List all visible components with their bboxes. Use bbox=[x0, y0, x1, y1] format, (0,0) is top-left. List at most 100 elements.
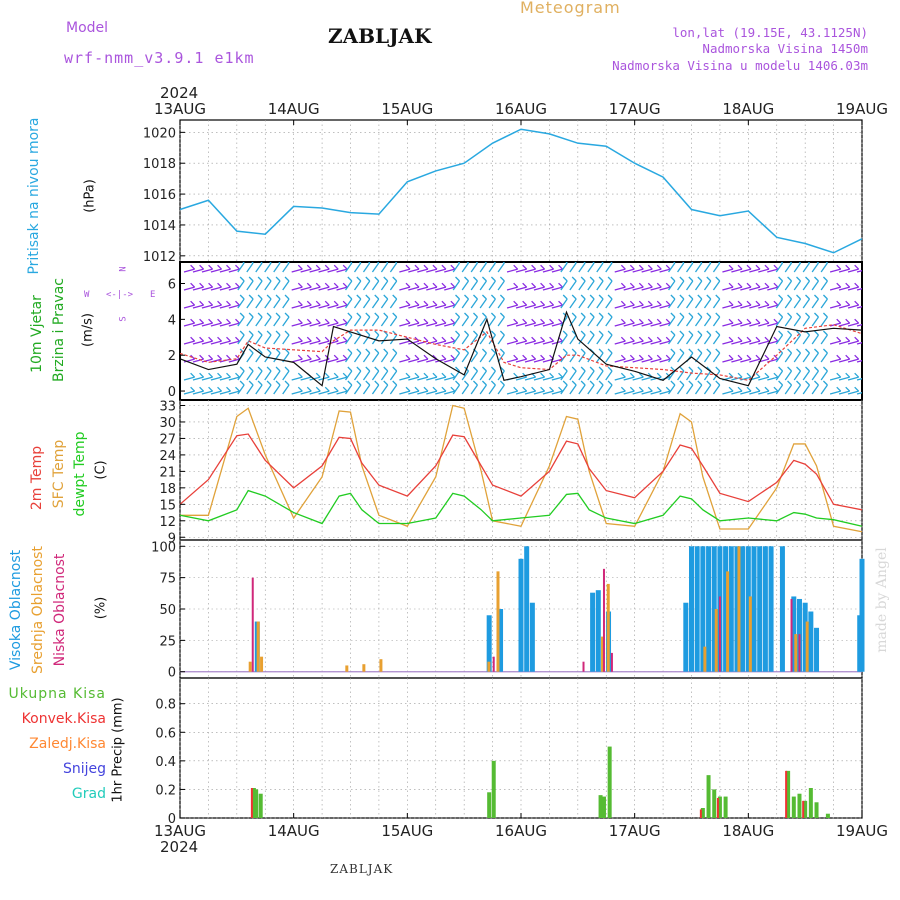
wind-barb bbox=[767, 286, 779, 291]
cloud-bar bbox=[248, 661, 252, 672]
cloud-bar bbox=[728, 546, 734, 672]
wind-barb bbox=[758, 390, 770, 395]
wind-barb bbox=[470, 298, 478, 309]
wind-barb-flag bbox=[755, 386, 761, 392]
wind-barb bbox=[210, 376, 222, 381]
wind-barb-flag bbox=[248, 380, 254, 386]
wind-barb-flag bbox=[333, 372, 339, 378]
wind-barb-flag bbox=[266, 312, 272, 318]
wind-barb bbox=[408, 286, 420, 291]
cloud-bar bbox=[345, 665, 349, 672]
wind-barb bbox=[596, 334, 604, 345]
wind-barb bbox=[255, 334, 263, 345]
wind-barb bbox=[659, 358, 671, 363]
wind-barb-flag bbox=[190, 300, 196, 306]
wind-barb-flag bbox=[778, 366, 784, 372]
wind-barb bbox=[578, 334, 586, 345]
precip-legend-total: Ukupna Kisa bbox=[8, 686, 106, 702]
wind-barb bbox=[201, 322, 213, 327]
model-elevation-text: Nadmorska Visina u modelu 1406.03m bbox=[612, 58, 868, 73]
wind-barb-flag bbox=[629, 354, 635, 360]
wind-barb-flag bbox=[297, 354, 303, 360]
wind-barb-flag bbox=[638, 318, 644, 324]
wind-barb bbox=[362, 384, 371, 395]
wind-barb bbox=[802, 370, 811, 381]
wind-barb-flag bbox=[405, 354, 411, 360]
wind-barb bbox=[641, 376, 653, 381]
wind-barb-flag bbox=[706, 312, 712, 318]
wind-barb-flag bbox=[217, 386, 223, 392]
wind-barb-flag bbox=[414, 300, 420, 306]
wind-barb-flag bbox=[540, 264, 546, 270]
cloud-bar bbox=[779, 546, 785, 672]
wind-barb-flag bbox=[715, 366, 721, 372]
wind-barb bbox=[614, 358, 626, 363]
wind-barb bbox=[336, 268, 348, 273]
wind-barb bbox=[632, 322, 644, 327]
wind-barb-flag bbox=[620, 300, 626, 306]
wind-barb bbox=[408, 268, 420, 273]
wind-barb bbox=[632, 390, 644, 395]
wind-barb bbox=[533, 390, 545, 395]
wind-barb bbox=[246, 334, 254, 345]
wind-barb bbox=[497, 370, 505, 381]
wind-barb-flag bbox=[773, 372, 779, 378]
wind-barb-flag bbox=[499, 312, 505, 318]
wind-barb-flag bbox=[315, 282, 321, 288]
wind-barb-flag bbox=[275, 330, 281, 336]
wind-barb-flag bbox=[805, 380, 810, 386]
wind-barb-flag bbox=[715, 294, 721, 300]
wind-barb-flag bbox=[638, 354, 644, 360]
wind-barb bbox=[775, 370, 784, 381]
compass-arrows: <-|-> bbox=[106, 290, 134, 300]
wind-barb-flag bbox=[324, 264, 330, 270]
wind-barb-flag bbox=[755, 282, 761, 288]
wind-barb-flag bbox=[392, 276, 398, 282]
wind-barb-flag bbox=[423, 282, 429, 288]
wind-barb bbox=[327, 286, 339, 291]
wind-barb-flag bbox=[598, 276, 604, 282]
wind-barb bbox=[551, 390, 563, 395]
wind-barb bbox=[444, 322, 456, 327]
wind-barb bbox=[820, 280, 828, 291]
wind-barb bbox=[758, 304, 770, 309]
wind-barb bbox=[659, 286, 671, 291]
wind-barb-flag bbox=[414, 318, 420, 324]
wind-barb-flag bbox=[589, 380, 595, 386]
wind-barb-flag bbox=[248, 348, 254, 354]
cloud-bar bbox=[748, 596, 752, 672]
wind-barb bbox=[784, 316, 793, 327]
wind-barb-flag bbox=[728, 300, 734, 306]
wind-barb-flag bbox=[490, 330, 496, 336]
wind-gust-line bbox=[179, 324, 863, 381]
model-name: wrf-nmm_v3.9.1 e1km bbox=[64, 49, 255, 67]
wind-barb-flag bbox=[284, 380, 290, 386]
wind-barb-flag bbox=[549, 372, 555, 378]
wind-barb-flag bbox=[679, 312, 685, 318]
wind-barb bbox=[309, 322, 321, 327]
wind-barb-flag bbox=[670, 348, 676, 354]
wind-barb bbox=[838, 390, 850, 395]
wind-barb-flag bbox=[199, 318, 205, 324]
wind-barb bbox=[542, 304, 554, 309]
wind-barb-flag bbox=[836, 336, 842, 342]
wind-barb-flag bbox=[499, 330, 505, 336]
wind-barb bbox=[291, 304, 303, 309]
wind-barb-flag bbox=[513, 264, 519, 270]
wind-barb-flag bbox=[423, 300, 429, 306]
wind-barb-flag bbox=[670, 380, 676, 386]
wind-barb-flag bbox=[275, 380, 281, 386]
wind-barb bbox=[802, 352, 811, 363]
wind-barb-flag bbox=[764, 336, 770, 342]
wind-barb bbox=[318, 304, 330, 309]
wind-barb bbox=[435, 322, 447, 327]
wind-barb-flag bbox=[706, 330, 712, 336]
temperature-panel bbox=[179, 404, 863, 533]
wind-barb bbox=[228, 322, 240, 327]
wind-barb-flag bbox=[656, 300, 662, 306]
wind-barb-flag bbox=[513, 318, 519, 324]
wind-barb-flag bbox=[558, 282, 564, 288]
wind-barb bbox=[300, 286, 312, 291]
wind-barb bbox=[362, 370, 371, 381]
wind-barb-flag bbox=[464, 330, 469, 336]
